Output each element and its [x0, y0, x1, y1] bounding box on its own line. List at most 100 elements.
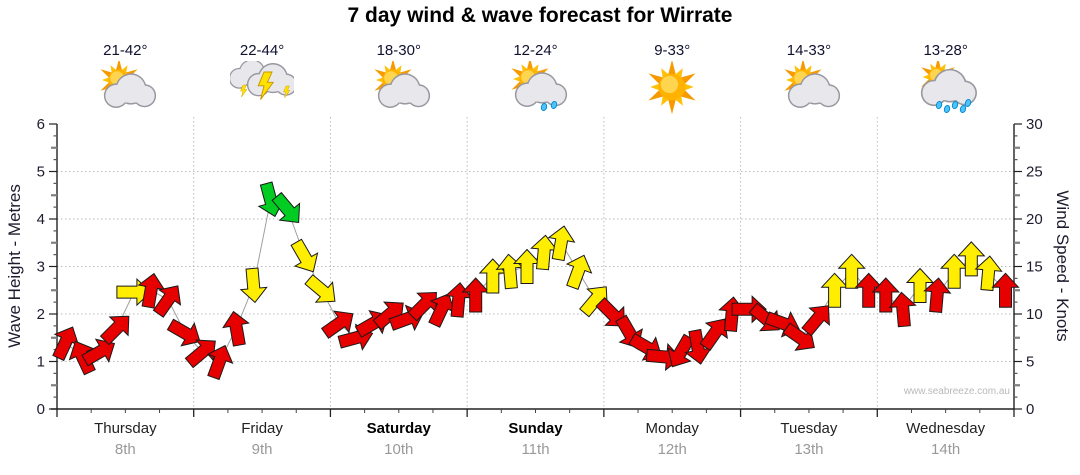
wind-arrow — [957, 241, 986, 277]
svg-text:15: 15 — [1026, 259, 1043, 276]
lightning-glyph — [257, 71, 275, 100]
date-label: 10th — [384, 441, 414, 458]
wind-arrow — [81, 338, 116, 367]
weather-icon-slot — [504, 57, 568, 115]
wind-arrow — [595, 297, 625, 327]
day-temp-label: 14-33° — [786, 42, 832, 59]
sun-cloud-icon — [100, 58, 157, 108]
date-label: 13th — [794, 441, 824, 458]
day-label: Friday — [241, 420, 283, 437]
wind-arrow — [837, 253, 866, 289]
day-label: Sunday — [508, 420, 563, 437]
wind-arrow — [974, 255, 1003, 292]
svg-text:20: 20 — [1026, 211, 1043, 228]
weather-icon-slot — [914, 57, 978, 115]
wind-arrow — [820, 272, 849, 308]
watermark: www.seabreeze.com.au — [903, 386, 1010, 397]
svg-text:0: 0 — [37, 401, 45, 418]
svg-text:1: 1 — [37, 354, 45, 371]
wind-arrow — [801, 305, 830, 337]
y-axis-tick-labels: 0 1 2 3 4 5 6 0 5 10 15 20 25 30 — [37, 116, 1043, 418]
sun-cloud-icon — [374, 58, 430, 108]
wind-arrow — [667, 333, 696, 368]
svg-text:5: 5 — [1026, 354, 1034, 371]
sun-icon — [648, 59, 696, 115]
day-temp-label: 18-30° — [376, 42, 421, 59]
svg-text:5: 5 — [37, 164, 45, 181]
wind-arrow — [184, 339, 216, 369]
y-axis-ticks — [49, 123, 1022, 410]
wind-arrow — [871, 277, 900, 313]
svg-text:4: 4 — [37, 211, 45, 228]
sun-cloud-rain-icon — [920, 57, 977, 113]
svg-text:10: 10 — [1026, 306, 1043, 323]
wind-arrow — [699, 318, 728, 352]
wind-arrow — [991, 272, 1020, 308]
wind-arrow — [547, 225, 576, 262]
svg-text:30: 30 — [1026, 116, 1043, 133]
sun-cloud-showers-icon — [510, 57, 567, 111]
wind-arrow — [923, 277, 952, 313]
raindrop-glyph — [540, 103, 547, 111]
day-label: Wednesday — [906, 420, 986, 437]
weather-icon-slot — [777, 58, 841, 115]
wind-arrow — [206, 344, 234, 381]
wind-arrow — [888, 291, 917, 328]
day-label: Thursday — [94, 420, 157, 437]
svg-text:0: 0 — [1026, 401, 1034, 418]
day-temp-label: 13-28° — [923, 42, 968, 59]
lightning-glyph — [283, 85, 291, 99]
page-title: 7 day wind & wave forecast for Wirrate — [347, 4, 733, 27]
raindrop-glyph — [550, 101, 557, 109]
wind-arrow — [239, 267, 268, 304]
day-temp-label: 9-33° — [654, 42, 691, 59]
wave-height-axis-label: Wave Height - Metres — [5, 184, 24, 348]
weather-icon-slot — [228, 59, 298, 115]
cloud-glyph — [787, 73, 841, 108]
cloud-glyph — [514, 72, 567, 107]
cloud-glyph — [104, 73, 157, 108]
raindrop-glyph — [935, 101, 942, 109]
storm-icon — [228, 59, 298, 100]
wind-arrow — [320, 310, 354, 339]
svg-text:6: 6 — [37, 116, 45, 133]
raindrop-glyph — [943, 105, 950, 113]
sun-cloud-icon — [784, 58, 841, 108]
date-label: 12th — [657, 441, 687, 458]
wind-arrow — [905, 267, 935, 303]
date-label: 9th — [251, 441, 273, 458]
day-label: Monday — [645, 420, 699, 437]
svg-text:2: 2 — [37, 306, 45, 323]
wind-arrow — [565, 254, 593, 290]
cloud-glyph — [377, 73, 430, 108]
cloud-glyph — [920, 68, 977, 107]
raindrop-glyph — [951, 101, 958, 109]
wind-speed-axis-label: Wind Speed - Knots — [1053, 190, 1072, 342]
date-label: 11th — [521, 441, 550, 458]
svg-text:25: 25 — [1026, 164, 1043, 181]
day-temp-label: 21-42° — [103, 42, 148, 59]
date-label: 8th — [114, 441, 136, 458]
wind-arrow — [222, 310, 250, 347]
wind-arrow — [99, 315, 130, 346]
wind-arrow — [304, 274, 336, 303]
wind-arrow — [152, 285, 182, 318]
weather-icon-slot — [367, 58, 431, 115]
lightning-glyph — [240, 84, 248, 98]
raindrop-glyph — [959, 105, 966, 113]
weather-icon-slot — [93, 58, 157, 115]
raindrop-glyph — [964, 99, 971, 107]
day-label: Tuesday — [780, 420, 838, 437]
svg-text:3: 3 — [37, 259, 45, 276]
date-label: 14th — [931, 441, 961, 458]
wind-arrow — [290, 238, 319, 273]
x-axis-ticks — [56, 409, 1015, 417]
day-temp-label: 22-44° — [239, 42, 285, 59]
sun-glyph — [648, 59, 696, 115]
wind-arrow — [271, 191, 301, 224]
weather-icon-slot — [640, 59, 704, 115]
day-label: Saturday — [366, 420, 431, 437]
wind-arrows — [52, 181, 1020, 381]
